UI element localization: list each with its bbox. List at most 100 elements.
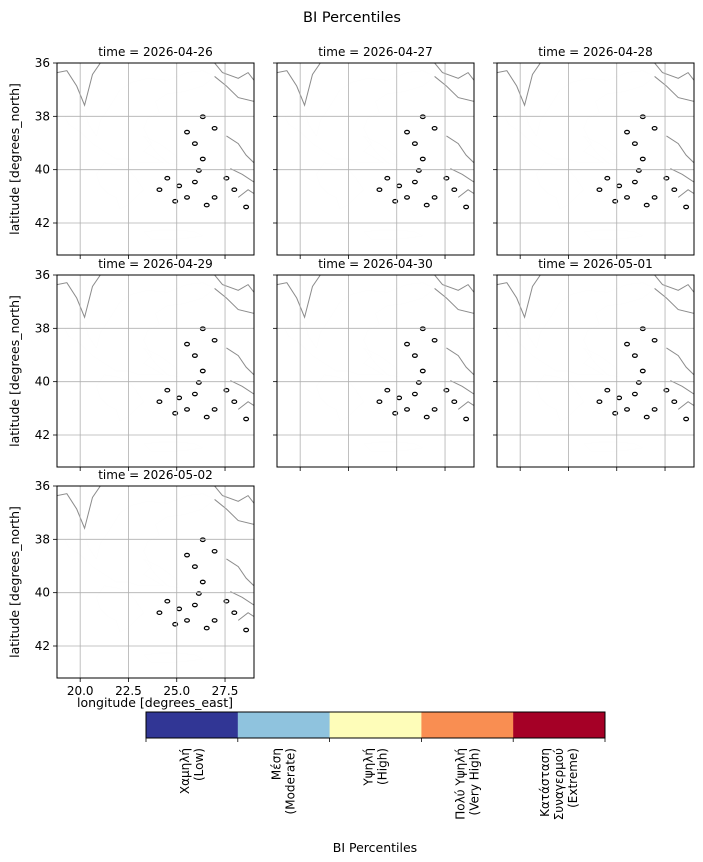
- country-border: [215, 63, 254, 80]
- greece-landmass: [497, 275, 694, 452]
- panel-frame: [56, 485, 255, 679]
- panel-frame: [276, 274, 475, 468]
- island-outline: [212, 339, 217, 342]
- colorbar-class-label: (Moderate): [284, 748, 298, 814]
- country-border: [57, 63, 100, 105]
- island-outline: [196, 592, 201, 595]
- island-outline: [193, 142, 198, 145]
- coastline: [536, 375, 583, 421]
- island-outline: [664, 176, 669, 179]
- island-outline: [413, 180, 418, 183]
- figure-title: BI Percentiles: [303, 10, 401, 26]
- map-background: [57, 63, 254, 255]
- island-outline: [385, 388, 390, 391]
- greece-landmass: [57, 63, 254, 240]
- map-panel: time = 2026-05-01: [493, 257, 695, 471]
- island-outline: [224, 599, 229, 602]
- country-border: [655, 275, 694, 292]
- island-outline: [185, 553, 190, 556]
- island-outline: [393, 412, 398, 415]
- map-background: [57, 275, 254, 467]
- panel-title: time = 2026-04-26: [98, 45, 213, 59]
- panel-frame: [496, 62, 695, 256]
- coastline: [96, 586, 143, 632]
- colorbar-class-label: Συναγερμού: [552, 748, 566, 820]
- island-outline: [664, 388, 669, 391]
- island-outline: [424, 415, 429, 418]
- island-outline: [193, 180, 198, 183]
- panel-frame: [276, 62, 475, 256]
- coastline: [364, 136, 399, 165]
- island-outline: [405, 408, 410, 411]
- country-border: [670, 381, 694, 410]
- coastline: [584, 230, 643, 240]
- country-border: [230, 592, 254, 621]
- coastline: [144, 559, 179, 588]
- panel-title: time = 2026-05-02: [98, 468, 213, 482]
- country-border: [435, 76, 474, 101]
- island-outline: [684, 205, 689, 208]
- country-border: [226, 348, 254, 375]
- island-outline: [452, 400, 457, 403]
- colorbar-class-label: Χαμηλή: [178, 748, 192, 794]
- map-background: [277, 63, 474, 255]
- coastline: [144, 136, 179, 165]
- country-border: [215, 499, 254, 524]
- island-outline: [597, 400, 602, 403]
- island-outline: [420, 157, 425, 160]
- island-outline: [432, 127, 437, 130]
- country-border: [666, 136, 694, 163]
- coastline: [584, 348, 619, 377]
- country-border: [450, 381, 474, 410]
- country-border: [277, 63, 320, 105]
- island-outline: [157, 400, 162, 403]
- island-outline: [644, 415, 649, 418]
- coastline: [316, 163, 363, 209]
- country-border: [666, 348, 694, 375]
- map-panel: time = 2026-04-30: [273, 257, 475, 471]
- map-background: [57, 486, 254, 678]
- island-outline: [232, 400, 237, 403]
- island-outline: [633, 354, 638, 357]
- island-outline: [633, 180, 638, 183]
- coastline: [144, 230, 203, 240]
- coastline: [364, 348, 399, 377]
- island-outline: [684, 417, 689, 420]
- island-outline: [204, 626, 209, 629]
- island-outline: [196, 381, 201, 384]
- colorbar-label: BI Percentiles: [333, 840, 417, 855]
- island-outline: [193, 565, 198, 568]
- country-border: [435, 275, 474, 292]
- colorbar-swatch: [237, 712, 331, 738]
- colorbar-class-label: Πολύ Υψηλή: [453, 748, 467, 820]
- island-outline: [212, 550, 217, 553]
- y-tick-label: 42: [35, 639, 50, 653]
- coastline: [364, 442, 423, 452]
- panel-title: time = 2026-04-28: [538, 45, 653, 59]
- island-outline: [640, 327, 645, 330]
- greece-landmass: [277, 63, 474, 240]
- colorbar-class-label: (Very High): [467, 748, 481, 815]
- island-outline: [200, 157, 205, 160]
- colorbar-swatch: [146, 712, 239, 738]
- country-border: [215, 288, 254, 313]
- island-outline: [377, 188, 382, 191]
- coastline: [144, 348, 179, 377]
- island-outline: [420, 369, 425, 372]
- island-outline: [185, 619, 190, 622]
- island-outline: [640, 369, 645, 372]
- island-outline: [652, 339, 657, 342]
- island-outline: [420, 115, 425, 118]
- island-outline: [173, 412, 178, 415]
- island-outline: [605, 176, 610, 179]
- panel-title: time = 2026-04-30: [318, 257, 433, 271]
- coastline: [584, 136, 619, 165]
- island-outline: [185, 196, 190, 199]
- island-outline: [625, 342, 630, 345]
- coastline: [505, 71, 655, 163]
- country-border: [497, 275, 540, 317]
- country-border: [446, 136, 474, 163]
- country-border: [215, 76, 254, 101]
- coastline: [65, 283, 215, 375]
- island-outline: [232, 188, 237, 191]
